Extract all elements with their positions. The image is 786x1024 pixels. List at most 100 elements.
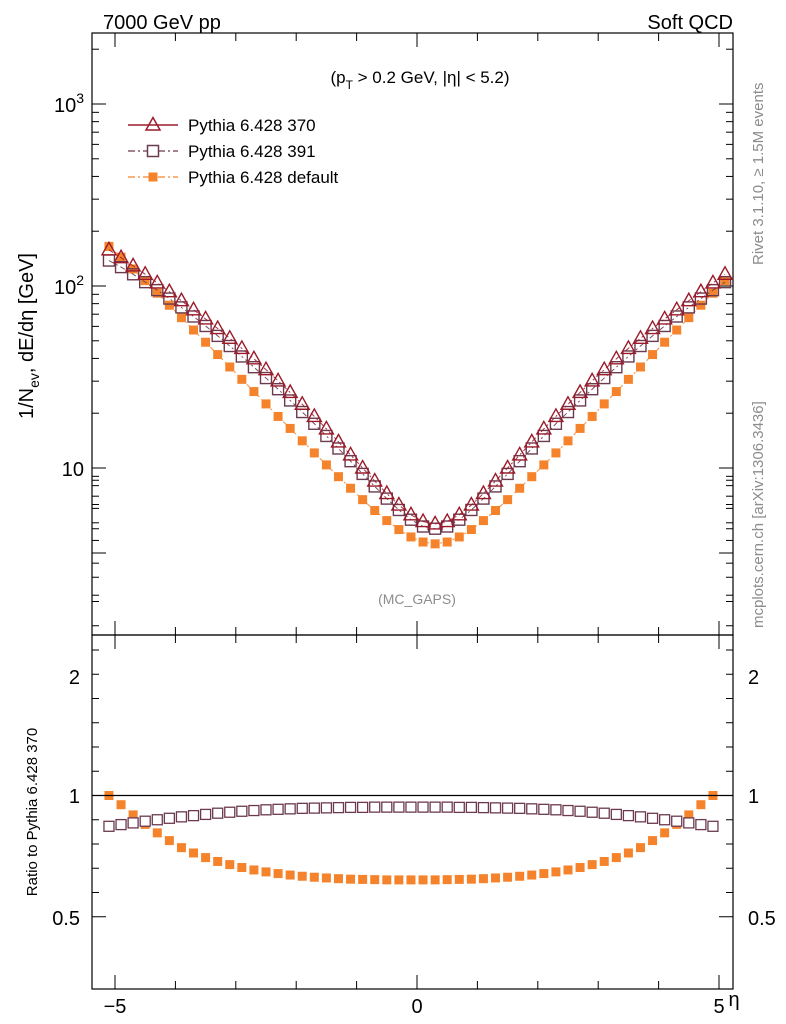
ratio-ytick-right-0.5: 0.5 — [748, 908, 776, 930]
series-default-ratio-point-27 — [430, 875, 440, 885]
series-default-point-28 — [442, 537, 452, 547]
series-default-ratio-point-43 — [623, 848, 633, 858]
series-default-point-18 — [321, 460, 331, 470]
series-370-point-39 — [571, 383, 589, 399]
series-391-ratio-point-9 — [212, 807, 224, 819]
series-391-ratio-point-31 — [477, 801, 490, 814]
series-default-ratio-point-35 — [527, 870, 537, 880]
series-391-point-46 — [658, 319, 671, 333]
ratio-ytick-right-1: 1 — [748, 786, 759, 808]
series-391-ratio-point-45 — [646, 812, 659, 824]
series-391-point-16 — [296, 405, 309, 419]
series-default-point-9 — [213, 350, 223, 360]
series-391-ratio-point-18 — [320, 802, 333, 814]
series-391-ratio-point-7 — [187, 809, 200, 822]
series-391-ratio-point-17 — [308, 802, 320, 814]
series-391-ratio-point-8 — [199, 808, 212, 821]
series-391-ratio-point-47 — [671, 815, 683, 827]
series-default-point-33 — [503, 495, 513, 505]
series-391-point-15 — [283, 394, 297, 407]
series-default-point-10 — [225, 362, 235, 372]
series-391-ratio-point-14 — [272, 803, 284, 815]
series-391-point-20 — [344, 454, 357, 468]
series-391-ratio-point-15 — [284, 803, 296, 815]
series-391-point-51 — [718, 275, 732, 289]
legend-marker-default — [148, 172, 158, 182]
xtick-label-0: 0 — [411, 996, 422, 1018]
series-default-point-3 — [140, 276, 150, 286]
legend-entry-default: Pythia 6.428 default — [128, 168, 339, 187]
side-text-source: mcplots.cern.ch [arXiv:1306.3436] — [750, 401, 767, 628]
analysis-tag: (MC_GAPS) — [378, 591, 456, 607]
series-default-ratio-point-16 — [297, 871, 307, 881]
series-default-point-44 — [635, 362, 645, 372]
series-default-point-29 — [454, 532, 464, 542]
series-default-ratio-point-6 — [176, 843, 186, 853]
series-391-ratio-point-2 — [127, 817, 139, 829]
series-370-point-4 — [149, 273, 166, 289]
series-391-point-39 — [573, 394, 587, 407]
series-391-point-38 — [561, 405, 575, 419]
series-370-point-21 — [354, 459, 371, 474]
series-370-point-20 — [342, 445, 359, 461]
series-default-point-31 — [478, 516, 488, 526]
series-391-ratio-point-20 — [344, 801, 357, 814]
series-391-ratio-point-36 — [538, 803, 550, 815]
series-default-ratio-point-15 — [285, 870, 295, 880]
series-default-ratio-point-48 — [684, 810, 694, 820]
series-default-line — [108, 246, 726, 545]
series-391-point-9 — [211, 329, 224, 343]
series-default-ratio-point-37 — [551, 867, 561, 877]
series-370-point-11 — [233, 339, 251, 355]
series-370-point-26 — [414, 512, 432, 528]
series-370-point-10 — [221, 329, 238, 344]
series-391-point-10 — [223, 339, 236, 353]
series-391-point-37 — [549, 417, 563, 430]
series-370-point-9 — [209, 319, 226, 335]
series-391-ratio-point-4 — [151, 814, 163, 826]
series-391-point-11 — [235, 350, 249, 363]
series-391-point-40 — [585, 382, 599, 396]
series-370-line — [108, 249, 726, 525]
xtick-label-5: 5 — [713, 996, 724, 1018]
series-default-ratio-point-18 — [321, 873, 331, 883]
series-391-point-4 — [151, 283, 164, 297]
series-391-ratio-point-16 — [296, 802, 308, 815]
series-default-point-24 — [394, 525, 404, 535]
series-391-ratio-point-48 — [683, 817, 695, 829]
series-default-ratio-point-7 — [189, 848, 199, 858]
ratio-ytick-left-0.5: 0.5 — [52, 908, 80, 930]
series-391-point-12 — [247, 360, 261, 374]
series-default-point-7 — [189, 325, 199, 335]
series-default-point-49 — [696, 300, 706, 310]
series-default-point-6 — [176, 313, 186, 323]
series-default-ratio-point-42 — [611, 853, 621, 863]
series-default-ratio-point-31 — [478, 874, 488, 884]
series-default-ratio-point-12 — [249, 865, 259, 875]
series-391-ratio-point-12 — [248, 804, 260, 817]
series-370-point-31 — [475, 484, 492, 500]
series-391-point-17 — [308, 417, 321, 430]
cuts-label: (pT > 0.2 GeV, |η| < 5.2) — [330, 68, 509, 92]
series-default-point-12 — [249, 387, 259, 397]
series-default-point-26 — [418, 537, 428, 547]
ratio-data-points — [103, 791, 719, 885]
legend-label-391: Pythia 6.428 391 — [188, 142, 316, 161]
series-default-point-43 — [623, 374, 633, 384]
series-391-ratio-point-11 — [236, 805, 248, 817]
series-370-point-37 — [547, 407, 565, 423]
series-370-point-14 — [269, 371, 287, 387]
series-391-ratio-point-24 — [393, 801, 405, 813]
series-391-ratio-point-38 — [562, 804, 574, 817]
series-370-point-1 — [112, 248, 130, 264]
series-391-point-18 — [320, 429, 333, 443]
series-default-point-21 — [358, 495, 368, 505]
series-391-point-0 — [102, 254, 116, 267]
header-right: Soft QCD — [647, 12, 733, 34]
series-370-point-30 — [463, 496, 480, 511]
series-391-point-14 — [271, 382, 285, 396]
ytick-label-10: 10 — [62, 459, 84, 481]
series-default-ratio-point-4 — [152, 828, 162, 838]
series-370-point-35 — [523, 433, 540, 448]
series-default-point-40 — [587, 411, 597, 421]
